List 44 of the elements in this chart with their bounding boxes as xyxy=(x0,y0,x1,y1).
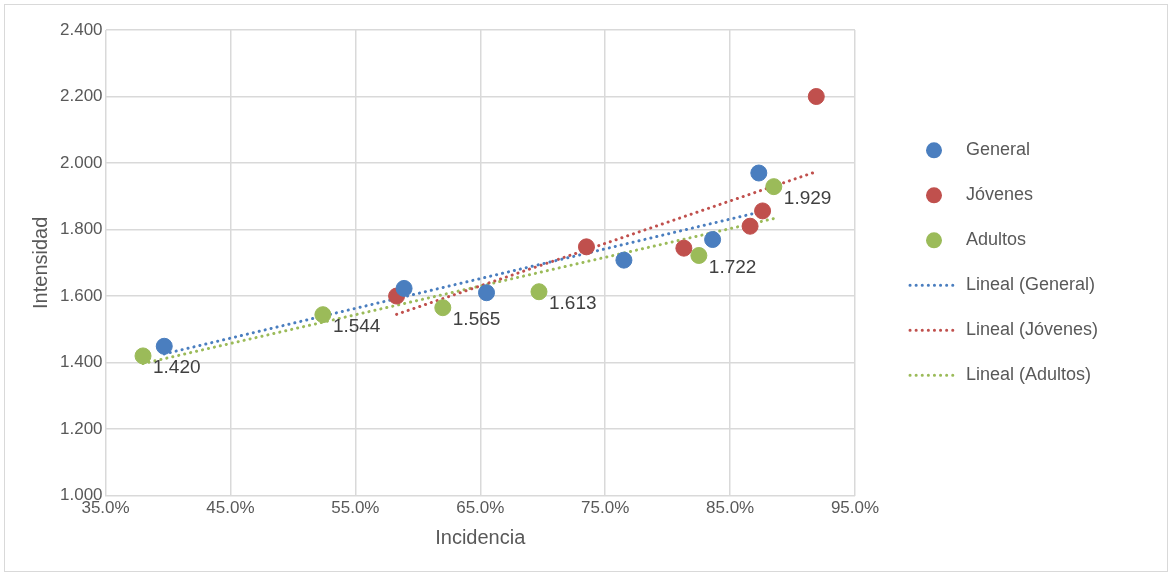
point xyxy=(690,246,708,264)
x-tick-label: 55.0% xyxy=(331,498,380,518)
x-axis-title: Incidencia xyxy=(435,525,527,548)
point xyxy=(750,164,768,182)
x-tick-label: 65.0% xyxy=(456,498,505,518)
data-label: 1.565 xyxy=(452,307,501,329)
y-tick-label: 1.400 xyxy=(59,352,103,372)
data-label: 1.722 xyxy=(708,255,757,277)
legend-label: Jóvenes xyxy=(966,184,1034,205)
x-tick-label: 45.0% xyxy=(206,498,255,518)
legend-label: Lineal (General) xyxy=(966,274,1096,295)
y-tick-label: 1.800 xyxy=(59,219,103,239)
point xyxy=(134,347,152,365)
data-label: 1.544 xyxy=(332,314,381,336)
x-tick-label: 75.0% xyxy=(581,498,630,518)
point xyxy=(577,238,595,256)
point xyxy=(807,88,825,106)
data-label: 1.420 xyxy=(153,356,201,378)
y-tick-label: 2.400 xyxy=(59,19,103,39)
point xyxy=(314,306,332,324)
legend-label: Adultos xyxy=(966,229,1027,250)
data-label: 1.613 xyxy=(548,291,597,313)
point xyxy=(155,337,173,355)
x-tick-label: 85.0% xyxy=(705,498,755,518)
point xyxy=(615,251,633,269)
x-tick-label: 95.0% xyxy=(830,498,880,518)
point xyxy=(741,217,759,235)
point xyxy=(754,202,772,220)
data-label: 1.929 xyxy=(783,186,832,208)
y-axis-title: Intensidad xyxy=(28,216,51,309)
legend-label: General xyxy=(966,139,1031,160)
y-tick-label: 2.000 xyxy=(59,152,103,172)
legend-label: Lineal (Adultos) xyxy=(966,364,1092,385)
y-tick-label: 2.200 xyxy=(59,86,103,106)
point xyxy=(530,283,548,301)
point xyxy=(395,279,413,297)
y-tick-label: 1.600 xyxy=(59,285,103,305)
point xyxy=(478,284,496,302)
point xyxy=(765,178,783,196)
legend-label: Lineal (Jóvenes) xyxy=(966,319,1099,340)
point xyxy=(675,239,693,257)
point xyxy=(434,299,452,317)
y-tick-label: 1.200 xyxy=(59,418,103,438)
point xyxy=(704,231,722,249)
